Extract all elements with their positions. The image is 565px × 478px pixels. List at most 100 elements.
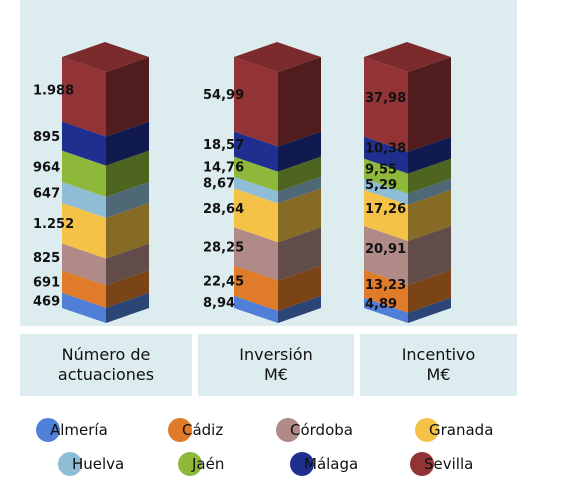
value-label-2-4: 5,29 — [365, 178, 397, 193]
bar-side-0-6 — [106, 121, 149, 166]
bar-segment-0-6 — [62, 121, 149, 166]
value-label-2-3: 17,26 — [365, 202, 406, 217]
bar-top-2 — [364, 42, 451, 72]
legend-label-5: Jaén — [192, 455, 225, 473]
bar-side-1-4 — [278, 176, 321, 204]
bar-front-2-5 — [364, 158, 408, 194]
legend-label-7: Sevilla — [424, 455, 474, 473]
stacked-bars-chart: 469 691 825 1.252 647 964 895 1.988 8,94 22,45 28,… — [33, 42, 451, 323]
value-label-2-7: 37,98 — [365, 91, 406, 106]
bar-segment-2-0 — [364, 297, 451, 323]
bar-segment-0-4 — [62, 181, 149, 218]
legend-item-4: Huelva — [58, 450, 124, 478]
bar-front-0-1 — [62, 270, 106, 308]
bar-segment-0-2 — [62, 243, 149, 286]
bar-segment-1-3 — [234, 188, 321, 243]
legend-label-0: Almería — [50, 421, 108, 439]
bar-front-2-4 — [364, 178, 408, 205]
value-label-0-6: 895 — [33, 130, 60, 145]
legend-swatch-6 — [290, 452, 314, 476]
bar-segment-1-0 — [234, 295, 321, 323]
bar-segment-0-3 — [62, 202, 149, 259]
value-label-2-1: 13,23 — [365, 278, 406, 293]
legend-label-1: Cádiz — [182, 421, 224, 439]
bar-side-1-2 — [278, 227, 321, 281]
bar-front-1-2 — [234, 227, 278, 281]
value-label-1-4: 8,67 — [203, 177, 235, 192]
legend-swatch-1 — [168, 418, 192, 442]
bar-segment-0-7 — [62, 57, 149, 137]
bar-front-2-1 — [364, 269, 408, 313]
column-2 — [364, 42, 451, 323]
bar-front-2-0 — [364, 297, 408, 323]
bar-segment-1-4 — [234, 176, 321, 204]
bar-side-0-1 — [106, 270, 149, 308]
bar-side-1-3 — [278, 188, 321, 243]
bar-side-0-3 — [106, 202, 149, 259]
legend-item-7: Sevilla — [410, 450, 473, 478]
legend-swatch-2 — [276, 418, 300, 442]
bar-segment-0-5 — [62, 150, 149, 197]
category-box-incentivo: Incentivo M€ — [360, 334, 517, 396]
bar-segment-1-2 — [234, 227, 321, 281]
bar-front-0-3 — [62, 202, 106, 259]
bar-front-2-6 — [364, 136, 408, 174]
value-label-0-5: 964 — [33, 160, 60, 175]
category-box-inversion: Inversión M€ — [198, 334, 354, 396]
value-label-2-2: 20,91 — [365, 242, 406, 257]
bar-side-1-6 — [278, 131, 321, 172]
bar-front-0-6 — [62, 121, 106, 166]
category-label-actuaciones: Número de actuaciones — [57, 345, 155, 384]
bar-segment-1-7 — [234, 57, 321, 147]
bar-front-1-5 — [234, 156, 278, 192]
bar-segment-2-2 — [364, 226, 451, 285]
value-label-0-7: 1.988 — [33, 83, 74, 98]
legend-item-2: Córdoba — [276, 416, 353, 444]
bar-side-1-5 — [278, 156, 321, 192]
value-label-2-5: 9,55 — [365, 163, 397, 178]
chart-panel: 469 691 825 1.252 647 964 895 1.988 8,94 22,45 28,… — [20, 0, 517, 326]
bar-side-0-4 — [106, 181, 149, 218]
bar-side-0-2 — [106, 243, 149, 286]
legend-swatch-3 — [415, 418, 439, 442]
bar-segment-1-5 — [234, 156, 321, 192]
legend-item-5: Jaén — [178, 450, 224, 478]
bar-segment-2-6 — [364, 136, 451, 174]
bar-front-0-5 — [62, 150, 106, 197]
value-label-2-6: 10,38 — [365, 142, 406, 157]
legend-item-6: Málaga — [290, 450, 358, 478]
bar-front-1-1 — [234, 265, 278, 311]
bar-segment-2-3 — [364, 189, 451, 242]
bar-side-2-0 — [408, 297, 451, 323]
bar-side-0-5 — [106, 150, 149, 197]
legend-swatch-5 — [178, 452, 202, 476]
bar-side-2-3 — [408, 189, 451, 242]
category-label-inversion: Inversión M€ — [239, 345, 313, 384]
bar-segment-1-1 — [234, 265, 321, 311]
value-label-0-3: 1.252 — [33, 217, 74, 232]
bar-segment-2-7 — [364, 57, 451, 152]
bar-side-2-6 — [408, 136, 451, 174]
legend-item-3: Granada — [415, 416, 493, 444]
legend-item-0: Almería — [36, 416, 108, 444]
value-label-1-1: 22,45 — [203, 275, 244, 290]
bar-segment-2-5 — [364, 158, 451, 194]
bar-segment-2-4 — [364, 178, 451, 205]
bar-side-1-7 — [278, 57, 321, 147]
column-1 — [234, 42, 321, 323]
category-label-incentivo: Incentivo M€ — [401, 345, 476, 384]
bar-front-1-3 — [234, 188, 278, 243]
legend-swatch-7 — [410, 452, 434, 476]
value-label-0-2: 825 — [33, 251, 60, 266]
bar-front-2-2 — [364, 226, 408, 285]
bar-side-1-1 — [278, 265, 321, 311]
bar-side-1-0 — [278, 295, 321, 323]
bar-side-2-7 — [408, 57, 451, 152]
bar-side-2-5 — [408, 158, 451, 194]
value-label-1-6: 18,57 — [203, 138, 244, 153]
legend-label-6: Málaga — [304, 455, 359, 473]
value-label-0-4: 647 — [33, 186, 60, 201]
legend-label-4: Huelva — [72, 455, 125, 473]
legend-item-1: Cádiz — [168, 416, 223, 444]
